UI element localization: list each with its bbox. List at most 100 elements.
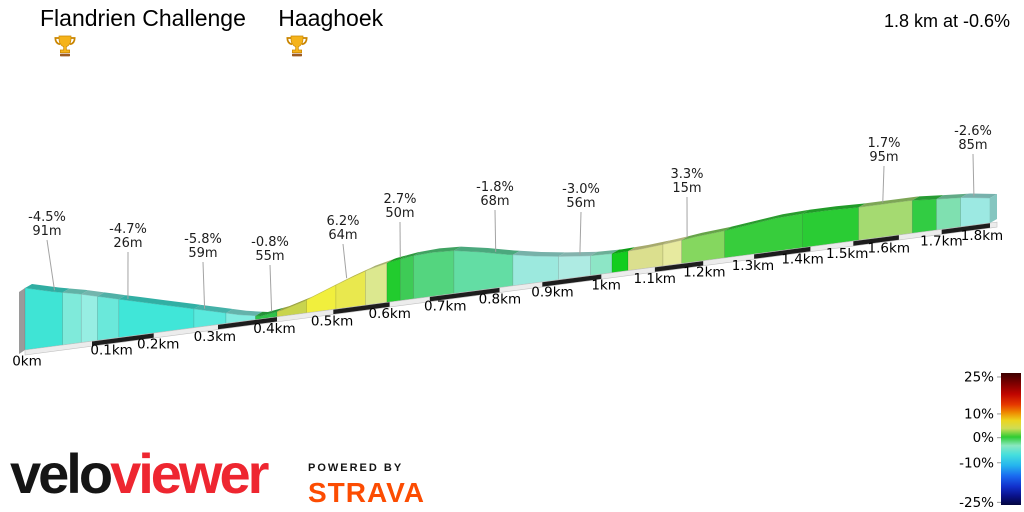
baseline-dash <box>542 274 602 287</box>
annotation-callout-line <box>579 211 582 255</box>
legend-tick-label: 25% <box>964 369 994 385</box>
profile-segment-top <box>960 193 997 198</box>
profile-segment-top <box>858 196 920 208</box>
profile-segment-top <box>558 251 598 257</box>
profile-segment-top <box>400 251 421 260</box>
annotation-callout-line <box>46 239 55 291</box>
profile-end-cap <box>990 194 997 223</box>
distance-label: 0km <box>12 354 42 370</box>
veloviewer-logo-velo: velo <box>10 442 113 505</box>
profile-segment <box>911 198 937 234</box>
profile-segment-top <box>663 236 689 245</box>
distance-label: 0.6km <box>368 306 410 322</box>
profile-segment <box>80 293 98 343</box>
distance-label: 0.2km <box>137 336 179 352</box>
baseline-dash <box>853 235 899 246</box>
profile-segment-top <box>590 249 619 256</box>
baseline-dash <box>941 223 990 235</box>
profile-segment <box>611 250 629 274</box>
distance-label: 0.4km <box>253 321 295 337</box>
profile-segment-top <box>97 292 126 300</box>
distance-labels: 0km 0.1km 0.2km 0.3km 0.4km 0.5km 0.6km 0.7km 0.… <box>12 228 1003 370</box>
distance-label: 1.4km <box>781 252 823 268</box>
profile-segment-top <box>255 307 284 316</box>
profile-segment <box>413 250 455 300</box>
distance-label: 1.7km <box>920 233 962 249</box>
strava-attribution: POWERED BY STRAVA <box>308 462 425 509</box>
segment-name: Haaghoek <box>271 5 384 31</box>
distance-label: 1.3km <box>732 258 774 274</box>
profile-segment-top <box>681 226 732 241</box>
profile-segment <box>24 287 63 351</box>
profile-segment-top <box>936 193 968 200</box>
profile-segment-top <box>335 267 373 286</box>
distance-label: 0.7km <box>424 299 466 315</box>
strava-logo: STRAVA <box>308 477 425 508</box>
profile-segment <box>662 239 683 267</box>
annotation-label: -4.5% 91m <box>28 210 66 239</box>
gradient-legend: 25% 10% 0% -10% -25% <box>959 369 1021 511</box>
profile-segment <box>399 255 415 301</box>
profile-segment-top <box>193 304 233 313</box>
veloviewer-logo-viewer: viewer <box>110 442 269 505</box>
baseline-dash <box>333 302 390 315</box>
profile-segment-top <box>62 288 89 295</box>
annotation-label: -4.7% 26m <box>109 222 147 251</box>
profile-segment-top <box>612 247 636 254</box>
annotation-callout-line <box>342 243 348 279</box>
annotation-label: 2.7% 50m <box>383 192 416 221</box>
profile-segment-top <box>413 246 461 256</box>
distance-label: 1.6km <box>868 240 910 256</box>
annotation-callout-line <box>202 261 206 309</box>
distance-label: 1km <box>591 278 621 294</box>
profile-segment-top <box>226 309 263 316</box>
distance-label: 0.9km <box>531 285 573 301</box>
baseline-axis <box>24 221 998 356</box>
profile-segment <box>306 284 337 314</box>
profile-segment-top <box>912 195 944 201</box>
profile-segment-top <box>628 240 670 252</box>
profile-segment <box>590 253 613 277</box>
distance-label: 1.2km <box>683 265 725 281</box>
annotation-label: 3.3% 15m <box>670 167 703 196</box>
profile-segment-top <box>802 203 866 214</box>
distance-label: 1.5km <box>826 246 868 262</box>
baseline-dash <box>654 261 704 272</box>
profile-segment-top <box>365 259 394 272</box>
profile-left-cap <box>19 288 25 354</box>
profile-segment <box>936 197 961 231</box>
distance-label: 1.8km <box>961 228 1003 244</box>
profile-segment-top <box>724 209 810 231</box>
powered-by-label: POWERED BY <box>308 462 404 474</box>
baseline-dash <box>429 287 500 302</box>
profile-segment-top <box>386 255 408 263</box>
annotation-label: -3.0% 56m <box>562 182 600 211</box>
annotation-label: -2.6% 85m <box>954 124 992 153</box>
trophy-icon <box>15 7 76 56</box>
annotation-label: -1.8% 68m <box>476 180 514 209</box>
profile-segment-top <box>81 290 105 297</box>
profile-segment-top <box>453 246 520 255</box>
distance-label: 0.8km <box>479 292 521 308</box>
legend-tick-label: 0% <box>973 430 995 446</box>
annotation-callout-line <box>882 165 885 203</box>
legend-tick-label: -25% <box>959 495 994 511</box>
distance-label: 0.1km <box>90 343 132 359</box>
gradient-colorbar <box>1001 373 1021 505</box>
annotation-callout-line <box>269 264 273 312</box>
annotation-callout-line <box>972 153 975 197</box>
trophy-icon <box>247 7 308 56</box>
profile-segment <box>960 197 991 228</box>
profile-segment-top <box>25 284 70 293</box>
annotation-callout-line <box>494 209 497 252</box>
baseline-strip <box>24 221 998 356</box>
profile-segment <box>386 258 401 303</box>
challenge-name: Flandrien Challenge <box>40 5 246 31</box>
annotation-label: -0.8% 55m <box>251 235 289 264</box>
profile-segment-top <box>306 281 343 300</box>
distance-label: 1.1km <box>633 271 675 287</box>
profile-segment <box>62 292 82 346</box>
veloviewer-logo: veloviewer <box>10 446 269 502</box>
